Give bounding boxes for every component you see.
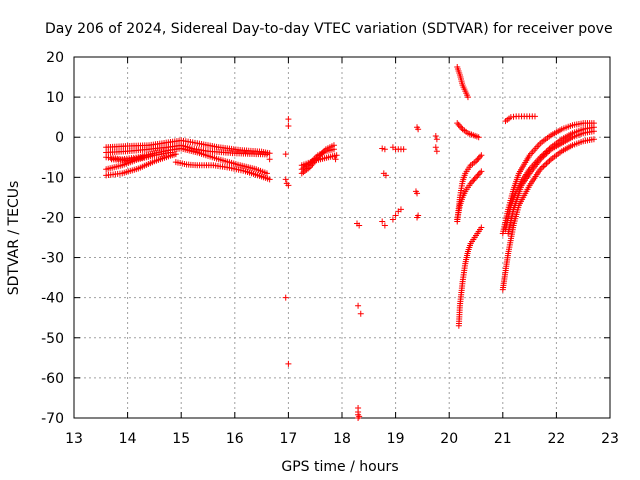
y-axis-title: SDTVAR / TECUs [6, 181, 22, 296]
data-point [590, 128, 597, 135]
axis-ticks [73, 56, 611, 419]
data-point [433, 148, 440, 155]
data-point [478, 224, 485, 231]
data-point [432, 144, 439, 151]
data-point [389, 216, 396, 223]
data-point [478, 152, 485, 159]
data-point [285, 116, 292, 123]
data-point [477, 153, 484, 160]
data-point [381, 222, 388, 229]
data-point [456, 123, 463, 130]
data-point [474, 156, 481, 163]
data-point [379, 145, 386, 152]
x-axis-title: GPS time / hours [281, 459, 398, 475]
data-point [471, 175, 478, 182]
data-point [454, 120, 461, 127]
data-point [474, 172, 481, 179]
x-tick-label: 16 [226, 431, 244, 447]
data-point [266, 156, 273, 163]
y-tick-label: 20 [46, 50, 64, 66]
y-tick-label: 0 [55, 130, 64, 146]
x-tick-label: 21 [494, 431, 512, 447]
data-point [397, 206, 404, 213]
data-point [475, 155, 482, 162]
data-point [355, 302, 362, 309]
data-point [282, 294, 289, 301]
data-point [263, 170, 270, 177]
data-point [414, 190, 421, 197]
data-point [400, 146, 407, 153]
x-tick-label: 20 [440, 431, 458, 447]
data-point [414, 214, 421, 221]
data-point [478, 168, 485, 175]
data-point [543, 160, 550, 167]
data-points [103, 64, 597, 421]
data-point [546, 157, 553, 164]
y-tick-label: -20 [41, 210, 64, 226]
y-tick-label: -60 [41, 371, 64, 387]
data-point [544, 159, 551, 166]
x-tick-label: 13 [65, 431, 83, 447]
x-tick-label: 14 [119, 431, 137, 447]
y-tick-label: -40 [41, 291, 64, 307]
data-point [357, 310, 364, 317]
data-point [433, 136, 440, 143]
x-tick-label: 17 [279, 431, 297, 447]
chart-title: Day 206 of 2024, Sidereal Day-to-day VTE… [45, 21, 613, 37]
data-point [455, 121, 462, 128]
data-point [356, 222, 363, 229]
data-point [432, 133, 439, 140]
data-point [475, 134, 482, 141]
data-point [285, 122, 292, 129]
y-tick-label: -70 [41, 411, 64, 427]
x-tick-label: 19 [387, 431, 405, 447]
data-point [470, 177, 477, 184]
y-tick-label: 10 [46, 90, 64, 106]
data-point [330, 146, 337, 153]
data-point [468, 178, 475, 185]
data-point [355, 415, 362, 421]
y-tick-label: -30 [41, 251, 64, 267]
data-point [538, 164, 545, 171]
x-tick-label: 23 [601, 431, 619, 447]
x-tick-label: 22 [547, 431, 565, 447]
data-point [263, 151, 270, 158]
data-point [541, 162, 548, 169]
data-point [473, 174, 479, 181]
data-point [332, 156, 339, 163]
x-tick-label: 18 [333, 431, 351, 447]
data-point [282, 176, 289, 183]
data-point [379, 218, 386, 225]
data-point [382, 172, 389, 179]
data-point [531, 113, 538, 120]
data-point [266, 176, 273, 183]
data-point [285, 360, 292, 367]
y-tick-label: -10 [41, 170, 64, 186]
data-point [282, 151, 289, 158]
data-point [172, 151, 179, 158]
y-tick-label: -50 [41, 331, 64, 347]
x-tick-labels: 13 14 15 16 17 18 19 20 21 22 23 [65, 431, 619, 447]
y-tick-labels: -70 -60 -50 -40 -30 -20 -10 0 10 20 [41, 50, 64, 427]
data-point [333, 152, 340, 159]
data-point [458, 124, 465, 131]
data-point [477, 169, 484, 176]
data-point [590, 136, 597, 143]
data-point [266, 150, 273, 157]
data-point [540, 163, 547, 170]
data-point [392, 212, 399, 219]
data-point [464, 94, 471, 101]
data-point [140, 154, 147, 161]
data-point [381, 146, 388, 153]
grid [74, 57, 610, 418]
data-point [415, 126, 422, 133]
data-point [285, 182, 292, 189]
data-point [475, 171, 482, 178]
x-tick-label: 15 [172, 431, 190, 447]
